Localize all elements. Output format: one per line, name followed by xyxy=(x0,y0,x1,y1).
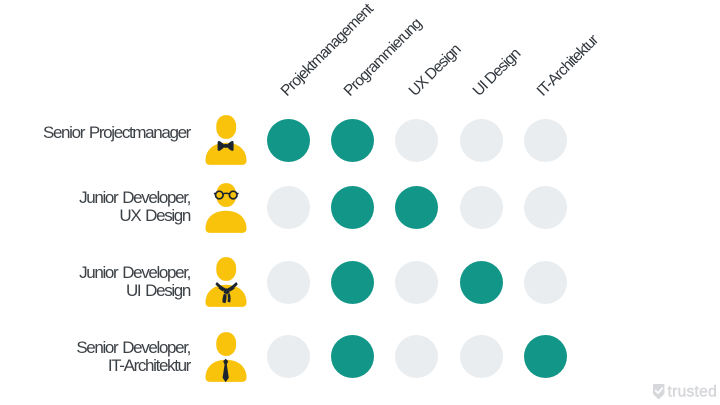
svg-text:trusted: trusted xyxy=(667,383,717,400)
